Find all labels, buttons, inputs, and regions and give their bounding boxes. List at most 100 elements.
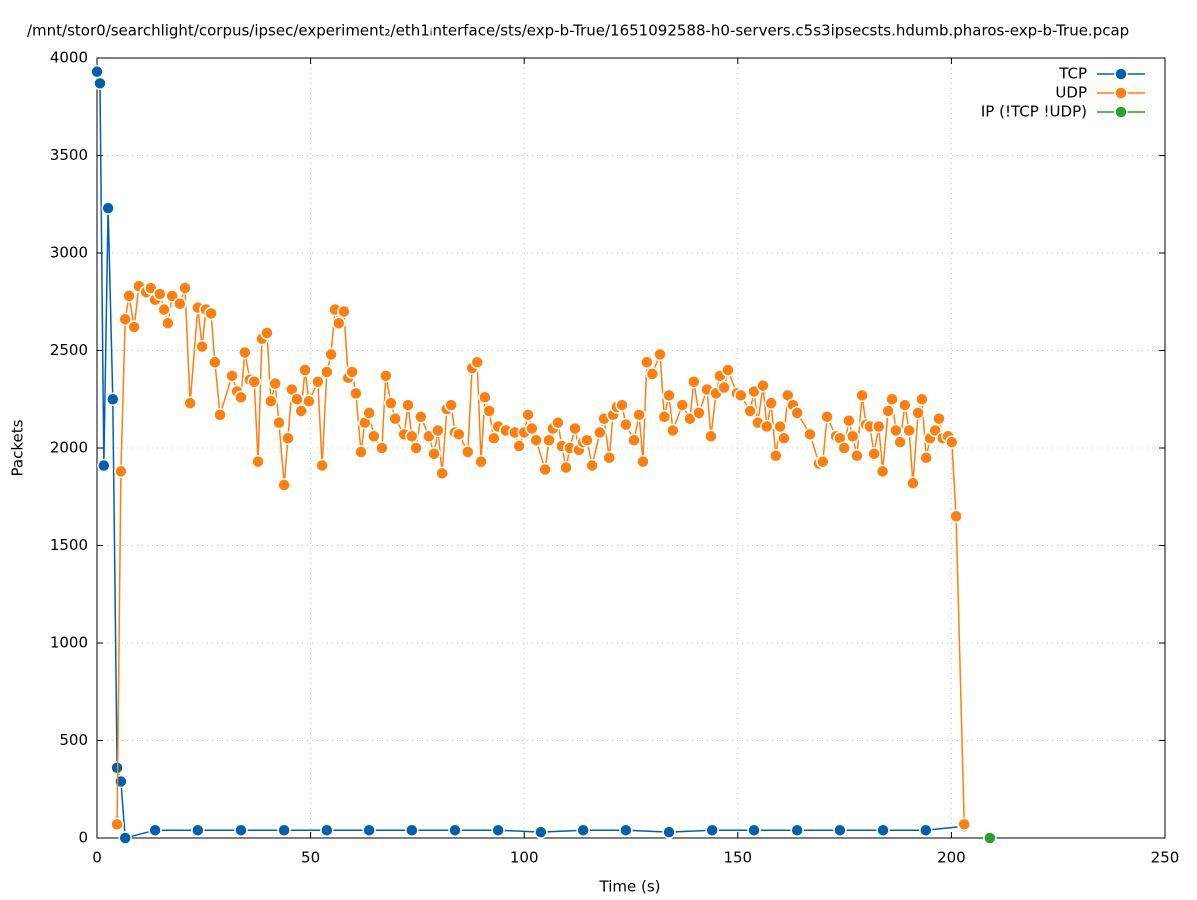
data-point [448,823,462,837]
data-point [756,378,770,393]
data-point [773,419,787,434]
data-point [461,445,475,459]
data-point [580,433,594,447]
data-point [337,304,351,319]
data-point [487,431,501,445]
data-point [93,76,107,91]
data-point [101,201,115,215]
data-point [919,823,933,837]
data-point [444,398,458,412]
data-point [234,390,248,405]
data-point [525,421,539,436]
x-tick-label: 200 [937,849,966,867]
y-tick-label: 1000 [50,634,88,652]
data-point [734,388,748,403]
data-point [379,369,393,383]
data-point [208,355,222,369]
data-point [311,374,325,389]
data-point [747,823,761,837]
data-point [260,326,274,340]
data-point [619,417,633,432]
data-point [602,451,616,465]
data-point [640,355,654,369]
data-point [872,419,886,434]
data-point [118,312,132,327]
data-point [666,423,680,438]
data-point [721,363,735,377]
data-point [367,429,381,444]
data-point [906,476,920,490]
data-point [760,419,774,434]
data-point [161,316,175,330]
data-point [816,454,830,469]
x-tick-label: 150 [723,849,752,867]
y-tick-label: 3500 [50,146,88,164]
legend-label: TCP [1058,65,1087,83]
data-point [889,423,903,438]
data-point [692,406,706,420]
legend-marker [1114,105,1128,119]
data-point [281,431,295,445]
data-point [538,462,552,477]
data-point [657,410,672,424]
data-point [662,825,676,839]
data-point [97,458,111,473]
data-point [213,408,227,422]
data-point [850,449,864,463]
data-point [345,365,359,379]
data-point [833,823,847,837]
data-point [662,388,676,403]
data-point [881,404,895,418]
data-point [551,415,565,430]
data-point [234,823,248,837]
data-point [324,347,338,362]
data-point [294,404,308,418]
data-point [559,460,573,475]
data-point [90,64,104,79]
data-point [290,392,304,406]
data-point [949,509,963,523]
data-point [401,398,415,412]
data-point [470,355,484,369]
data-point [764,396,778,410]
data-point [127,320,141,334]
data-point [704,429,718,444]
data-point [769,449,783,463]
x-tick-label: 250 [1151,849,1180,867]
data-point [478,390,492,405]
plot-border [96,57,1166,839]
data-point [576,823,590,837]
data-point [932,412,946,426]
data-point [122,289,136,303]
data-point [845,429,860,444]
data-point [876,823,890,837]
data-point [491,823,505,837]
y-tick-label: 1500 [50,536,88,554]
data-point [687,374,701,389]
data-point [619,823,633,837]
data-point [349,386,363,401]
data-point [238,345,252,360]
data-point [118,831,132,845]
data-point [268,376,282,391]
data-point [320,365,334,379]
legend-marker [1114,67,1128,81]
data-point [542,433,556,447]
data-point [885,392,899,406]
data-point [148,823,162,837]
data-point [529,433,543,447]
data-point [388,412,402,426]
data-point [645,367,660,381]
data-point [435,466,449,481]
data-point [521,408,535,422]
data-point [875,464,890,479]
y-axis-label: Packets [9,419,27,476]
data-point [593,425,607,440]
x-tick-label: 50 [301,849,320,867]
data-point [705,823,719,837]
data-point [114,774,128,789]
data-point [615,398,629,412]
legend-marker [1114,86,1128,100]
